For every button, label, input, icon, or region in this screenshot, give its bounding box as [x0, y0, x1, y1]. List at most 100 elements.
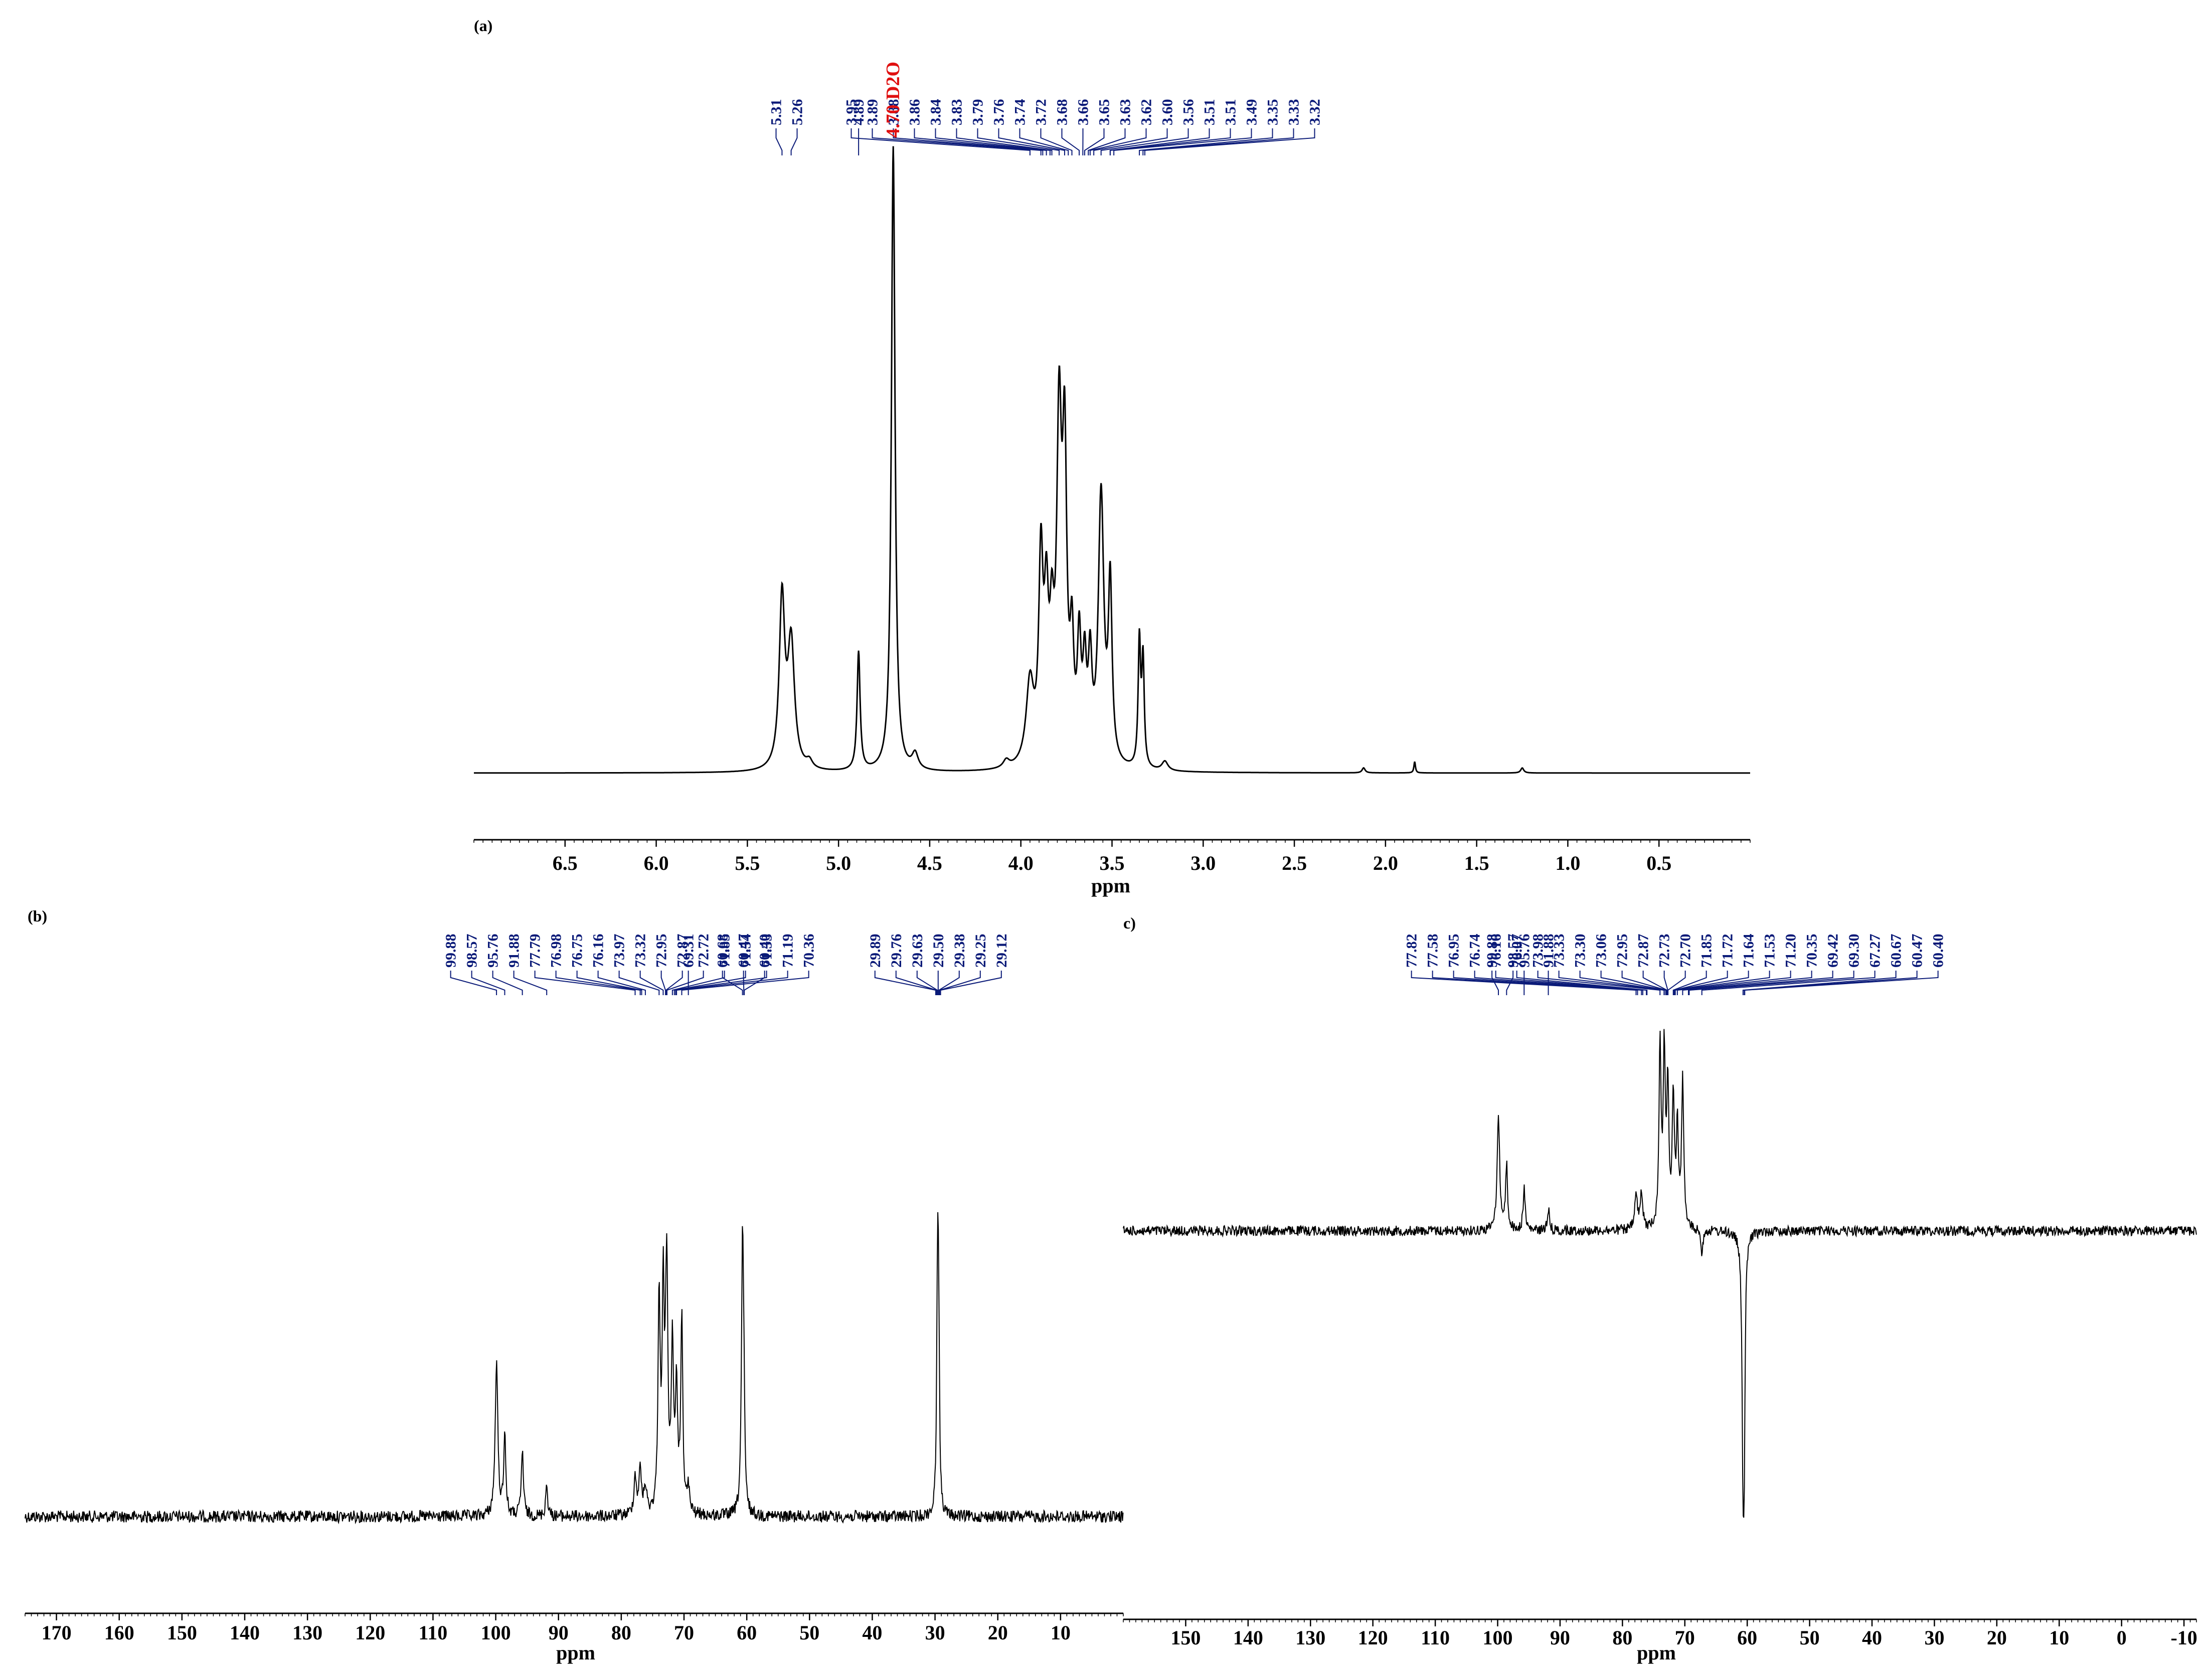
peak-label-connector [576, 971, 642, 995]
peak-label-connector [1040, 128, 1073, 155]
peak-label: 29.25 [972, 934, 989, 968]
peak-label-connector [1674, 971, 1770, 995]
panel-c-label: c) [1123, 914, 1136, 932]
peak-label-connector [1672, 971, 1707, 995]
peak-label-connector [744, 971, 765, 995]
peak-label: 71.85 [717, 934, 733, 968]
peak-label: 3.86 [906, 99, 923, 126]
peak-label: 29.63 [909, 934, 926, 968]
peak-label-connector [471, 971, 505, 995]
panel-a-1h-spectrum: (a) 6.5 6.0 5.5 5.0 4.5 4.0 3.5 3.0 2.5 2.0 1.5 1.0… [473, 17, 1751, 897]
peak-label-connector [1600, 971, 1666, 995]
solvent-peak-label: 4.70 D2O [883, 62, 904, 138]
peak-label-connector [1642, 971, 1668, 995]
x-tick-label: 50 [799, 1621, 819, 1644]
peak-label-connector [1089, 128, 1147, 155]
peak-label: 73.97 [611, 934, 628, 968]
panel-c-dept-spectrum: c) 150 140 130 120 110 100 90 80 70 60 50 40 30 20 10 0… [1123, 914, 2197, 1664]
peak-label-connector [916, 971, 938, 995]
peak-label: 3.56 [1180, 99, 1197, 126]
peak-label: 60.40 [757, 934, 773, 968]
peak-label-connector [660, 971, 666, 995]
x-tick-label: 1.0 [1555, 852, 1580, 874]
x-tick-label: 3.0 [1190, 852, 1216, 874]
peak-label-connector [1142, 128, 1294, 155]
peak-label: 76.75 [569, 934, 586, 968]
x-tick-label: 160 [104, 1621, 134, 1644]
x-tick-label: 30 [925, 1621, 945, 1644]
peak-label: 29.76 [888, 934, 905, 968]
peak-label: 73.33 [1551, 934, 1568, 968]
peak-label-connector [675, 971, 767, 995]
peak-label-connector [1093, 128, 1168, 155]
peak-label-connector [1019, 128, 1069, 155]
peak-label: 29.50 [930, 934, 947, 968]
x-tick-label: 70 [1675, 1626, 1695, 1649]
peak-label: 72.72 [696, 934, 712, 968]
peak-label: 71.20 [1783, 934, 1799, 968]
panel-b-13c-spectrum: (b) 170 160 150 140 130 120 110 100 90 80 70 60 50 40… [25, 907, 1124, 1664]
peak-label-connector [1109, 128, 1231, 155]
peak-label-connector [895, 971, 937, 995]
peak-label: 3.84 [927, 99, 944, 126]
peak-label-connector [1537, 971, 1661, 995]
peak-label: 76.95 [1446, 934, 1462, 968]
peak-label-connector [639, 971, 664, 995]
peak-label: 73.98 [1530, 934, 1547, 968]
panel-a-spectrum-trace [474, 146, 1750, 774]
panel-a-peak-labels: 5.31 5.26 4.893.95 3.89 3.88 3.86 3.84 3.83 3.79… [768, 62, 1323, 155]
x-tick-label: 4.0 [1008, 852, 1034, 874]
peak-label-connector [790, 128, 798, 155]
peak-label: 3.76 [990, 99, 1007, 126]
panel-c-x-axis: 150 140 130 120 110 100 90 80 70 60 50 40 30 20 10 0 -10 [1123, 1618, 2197, 1649]
peak-label: 71.19 [780, 934, 796, 968]
peak-label: 3.35 [1264, 99, 1281, 126]
peak-label-connector [1491, 971, 1499, 995]
peak-label-connector [1495, 971, 1647, 995]
peak-label: 69.30 [1846, 934, 1862, 968]
peak-label-connector [665, 971, 683, 995]
panel-a-x-axis-title: ppm [1091, 874, 1130, 897]
peak-label: 72.70 [1677, 934, 1694, 968]
peak-label: 72.95 [653, 934, 670, 968]
x-tick-label: 6.5 [553, 852, 578, 874]
x-tick-label: 40 [1862, 1626, 1882, 1649]
peak-label: 99.88 [1484, 934, 1500, 968]
x-tick-label: 20 [988, 1621, 1008, 1644]
x-tick-label: 90 [1550, 1626, 1570, 1649]
peak-label-connector [534, 971, 636, 995]
peak-label: 67.27 [1867, 934, 1884, 968]
peak-label: 72.87 [674, 934, 691, 968]
x-tick-label: 140 [1233, 1626, 1263, 1649]
x-tick-label: 2.0 [1373, 852, 1398, 874]
peak-label: 91.88 [1541, 934, 1557, 968]
peak-label: 76.07 [1509, 934, 1525, 968]
x-tick-label: 120 [1358, 1626, 1388, 1649]
peak-label: 71.72 [1720, 934, 1736, 968]
peak-label: 73.06 [1593, 934, 1610, 968]
peak-label: 3.95 [843, 99, 860, 126]
x-tick-label: 150 [167, 1621, 197, 1644]
peak-label: 69.31 [680, 934, 697, 968]
peak-label-connector [1113, 128, 1252, 155]
peak-label: 4.89 [850, 99, 867, 126]
peak-label: 29.12 [993, 934, 1010, 968]
peak-label-connector [1516, 971, 1648, 995]
peak-label-connector [1676, 971, 1791, 995]
peak-label-connector [513, 971, 548, 995]
peak-label-connector [1061, 128, 1080, 155]
peak-label: 3.88 [885, 99, 902, 126]
peak-label-connector [1144, 128, 1315, 155]
panel-b-peak-labels: 99.88 98.57 95.76 91.88 77.79 76.98 76.75 76.16… [443, 934, 1010, 995]
peak-label: 99.88 [443, 934, 459, 968]
peak-label: 5.31 [768, 99, 785, 126]
peak-label: 73.32 [632, 934, 649, 968]
peak-label-connector [1742, 971, 1897, 995]
peak-label: 77.82 [1404, 934, 1420, 968]
x-tick-label: 100 [1483, 1626, 1513, 1649]
x-tick-label: 40 [862, 1621, 882, 1644]
peak-label: 76.98 [548, 934, 565, 968]
peak-label: 95.76 [1516, 934, 1533, 968]
peak-label-connector [998, 128, 1065, 155]
